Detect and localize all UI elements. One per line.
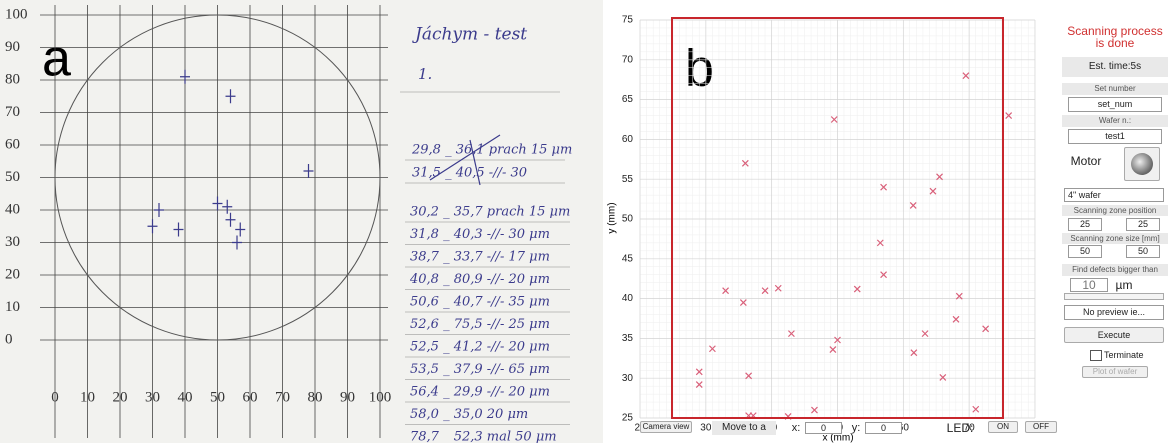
x-axis-label: x (mm) — [822, 433, 853, 443]
page: {"panel_labels": ["a", "b"], "chart_data… — [0, 0, 1171, 443]
note-row: 53,5 _ 37,9 -//- 65 μm — [410, 362, 550, 377]
note-row: 58,0 _ 35,0 20 μm — [410, 407, 528, 422]
point — [930, 188, 936, 194]
y-tick-label: 60 — [5, 136, 20, 152]
x-tick-label: 80 — [308, 389, 323, 405]
y-axis-label: y (mm) — [607, 202, 618, 233]
x-input[interactable]: 0 — [805, 422, 842, 434]
note-row: 50,6 _ 40,7 -//- 35 μm — [410, 295, 550, 310]
y-tick-label: 50 — [622, 214, 634, 225]
execute-button[interactable]: Execute — [1064, 327, 1164, 343]
camera-view-button[interactable]: Camera view — [640, 421, 692, 433]
preview-dropdown[interactable]: No preview ie... — [1064, 305, 1164, 320]
figure: a b x (mm) y (mm) Jáchym - test 1. 29,8 … — [0, 0, 1171, 443]
panel-label: a — [42, 30, 71, 88]
motor-icon — [1131, 153, 1153, 175]
note-number: 1. — [418, 65, 432, 83]
note-row: 56,4 _ 29,9 -//- 20 μm — [410, 385, 550, 400]
y-tick-label: 50 — [5, 169, 20, 185]
x-tick-label: 20 — [113, 389, 128, 405]
set-number-input[interactable]: set_num — [1068, 97, 1162, 112]
note-row: 52,6 _ 75,5 -//- 25 μm — [410, 317, 550, 332]
x-tick-label: 0 — [51, 389, 59, 405]
point — [910, 202, 916, 208]
motor-button[interactable] — [1124, 147, 1160, 181]
x-tick-label: 30 — [700, 423, 712, 434]
note-title: Jáchym - test — [412, 25, 527, 45]
status: Scanning process is done — [1062, 22, 1168, 52]
note-row: 40,8 _ 80,9 -//- 20 μm — [409, 272, 550, 287]
point — [983, 326, 989, 332]
x-tick-label: 90 — [340, 389, 355, 405]
y-tick-label: 65 — [622, 94, 634, 105]
x-tick-label: 100 — [369, 389, 392, 405]
wafer-size-dropdown[interactable]: 4" wafer — [1064, 188, 1164, 202]
note-row: 52,5 _ 41,2 -//- 20 μm — [410, 340, 550, 355]
y-tick-label: 0 — [5, 331, 13, 347]
y-tick-label: 90 — [5, 39, 20, 55]
zone-position-y[interactable]: 25 — [1126, 218, 1160, 231]
y-tick-label: 40 — [622, 293, 634, 304]
y-tick-label: 80 — [5, 71, 20, 87]
x-tick-label: 30 — [145, 389, 160, 405]
x-tick-label: 10 — [80, 389, 95, 405]
y-tick-label: 55 — [622, 174, 634, 185]
y-tick-label: 75 — [622, 15, 634, 26]
zone-size-label: Scanning zone size [mm] — [1062, 233, 1168, 244]
x-label: x: — [790, 421, 802, 435]
y-tick-label: 45 — [622, 253, 634, 264]
defects-label: Find defects bigger than — [1062, 264, 1168, 276]
y-tick-label: 10 — [5, 299, 20, 315]
crossed-note: 29,8 _ 36,1 prach 15 μm — [411, 143, 572, 158]
zone-position-label: Scanning zone position — [1062, 205, 1168, 216]
y-tick-label: 70 — [622, 54, 634, 65]
point — [911, 350, 917, 356]
x-tick-label: 50 — [210, 389, 225, 405]
y-tick-label: 60 — [622, 134, 634, 145]
y-input[interactable]: 0 — [865, 422, 902, 434]
point — [831, 117, 837, 123]
est-time: Est. time:5s — [1062, 57, 1168, 77]
y-tick-label: 30 — [622, 373, 634, 384]
x-tick-label: 70 — [275, 389, 290, 405]
set-number-label: Set number — [1062, 83, 1168, 95]
zone-position-x[interactable]: 25 — [1068, 218, 1102, 231]
zone-size-y[interactable]: 50 — [1126, 245, 1160, 258]
y-tick-label: 30 — [5, 234, 20, 250]
x-tick-label: 40 — [178, 389, 193, 405]
led-on-button[interactable]: ON — [988, 421, 1018, 433]
note-row: 31,8 _ 40,3 -//- 30 μm — [410, 227, 550, 242]
x-tick-label: 60 — [243, 389, 258, 405]
led-label: LED: — [940, 421, 980, 435]
y-tick-label: 100 — [5, 6, 28, 22]
led-off-button[interactable]: OFF — [1025, 421, 1057, 433]
crossed-note: 31,5 _ 40,5 -//- 30 — [412, 166, 527, 181]
terminate-label: Terminate — [1104, 350, 1154, 361]
defect-slider[interactable] — [1064, 293, 1164, 300]
y-tick-label: 35 — [622, 333, 634, 344]
move-to-label: Move to a — [712, 421, 776, 435]
wafer-input[interactable]: test1 — [1068, 129, 1162, 144]
note-row: 38,7 _ 33,7 -//- 17 μm — [410, 250, 550, 265]
note-row: 78,7 _ 52,3 mal 50 μm — [410, 430, 557, 443]
plot-button[interactable]: Plot of wafer — [1082, 366, 1148, 378]
y-label: y: — [850, 421, 862, 435]
defect-unit: µm — [1112, 278, 1136, 292]
defect-size-input[interactable]: 10 — [1070, 278, 1108, 292]
y-tick-label: 40 — [5, 201, 20, 217]
terminate-checkbox[interactable] — [1090, 350, 1102, 361]
y-tick-label: 70 — [5, 104, 20, 120]
note-row: 30,2 _ 35,7 prach 15 μm — [410, 205, 570, 220]
zone-size-x[interactable]: 50 — [1068, 245, 1102, 258]
wafer-label: Wafer n.: — [1062, 115, 1168, 127]
y-tick-label: 25 — [622, 413, 634, 424]
motor-label: Motor — [1064, 152, 1108, 170]
y-tick-label: 20 — [5, 266, 20, 282]
